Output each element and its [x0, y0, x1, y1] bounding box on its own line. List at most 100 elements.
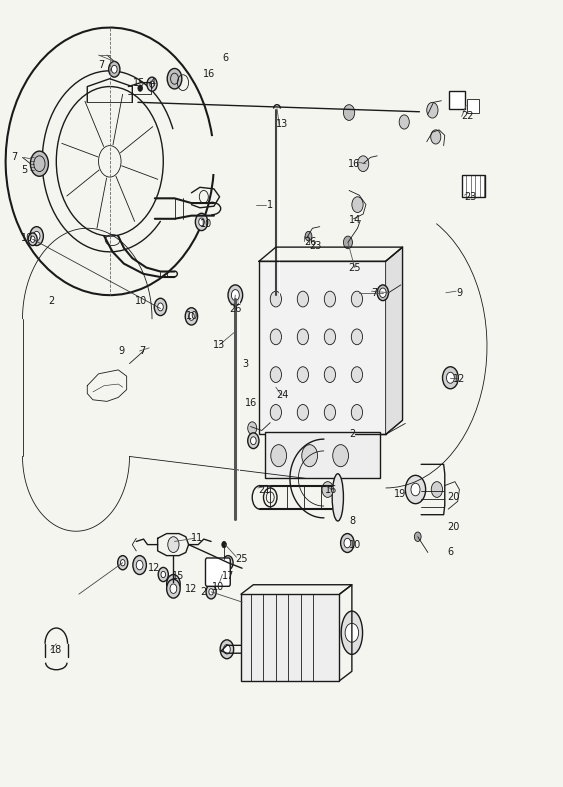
Text: 15: 15 [133, 79, 146, 88]
Text: 20: 20 [448, 493, 460, 502]
Circle shape [405, 475, 426, 504]
Text: 23: 23 [310, 241, 322, 250]
Text: 12: 12 [453, 375, 466, 384]
Circle shape [297, 405, 309, 420]
Text: 26: 26 [304, 238, 316, 247]
Circle shape [251, 437, 256, 445]
Circle shape [352, 197, 363, 212]
Circle shape [33, 231, 40, 241]
Circle shape [147, 77, 157, 91]
Circle shape [170, 579, 177, 589]
Circle shape [324, 329, 336, 345]
Text: 14: 14 [349, 216, 361, 225]
Text: 13: 13 [213, 340, 225, 349]
Bar [259, 261, 386, 434]
Text: 20: 20 [448, 523, 460, 532]
Circle shape [30, 227, 43, 246]
Circle shape [161, 571, 166, 578]
Circle shape [297, 367, 309, 382]
Circle shape [446, 372, 454, 383]
Circle shape [150, 81, 154, 87]
Circle shape [30, 236, 35, 242]
Circle shape [170, 584, 177, 593]
Text: 13: 13 [276, 120, 288, 129]
Circle shape [270, 291, 282, 307]
Circle shape [167, 579, 180, 598]
Circle shape [324, 367, 336, 382]
Circle shape [431, 482, 443, 497]
Text: 10: 10 [200, 220, 212, 229]
Circle shape [248, 422, 257, 434]
Circle shape [220, 640, 234, 659]
Circle shape [222, 541, 226, 548]
Text: 5: 5 [21, 165, 28, 175]
Circle shape [228, 285, 243, 305]
Circle shape [158, 303, 163, 311]
Bar [462, 175, 485, 197]
Circle shape [206, 585, 216, 599]
Bar [265, 432, 380, 478]
Text: 12: 12 [148, 563, 160, 573]
Ellipse shape [341, 611, 363, 655]
Circle shape [158, 567, 168, 582]
Text: 22: 22 [462, 112, 474, 121]
Circle shape [324, 291, 336, 307]
Circle shape [120, 560, 125, 566]
Circle shape [136, 560, 143, 570]
Circle shape [427, 102, 438, 118]
Text: 25: 25 [235, 554, 248, 563]
Text: 18: 18 [50, 645, 62, 655]
Text: 6: 6 [222, 54, 229, 63]
Circle shape [271, 445, 287, 467]
Circle shape [109, 61, 120, 77]
Text: 1: 1 [267, 200, 274, 209]
Text: 16: 16 [245, 398, 257, 408]
Circle shape [443, 367, 458, 389]
Text: 16: 16 [203, 69, 215, 79]
Bar [449, 91, 465, 109]
Text: 10: 10 [349, 540, 361, 549]
Circle shape [195, 213, 208, 231]
Circle shape [322, 482, 333, 497]
Circle shape [111, 65, 117, 73]
Text: 21: 21 [258, 485, 270, 494]
Text: 7: 7 [11, 153, 17, 162]
Text: 10: 10 [21, 233, 34, 242]
Text: 10: 10 [135, 296, 148, 305]
Circle shape [399, 115, 409, 129]
Circle shape [226, 560, 230, 566]
Text: 2: 2 [48, 296, 54, 305]
Circle shape [118, 556, 128, 570]
Circle shape [351, 405, 363, 420]
Text: 23: 23 [464, 192, 477, 201]
Text: 8: 8 [349, 516, 355, 526]
Text: 25: 25 [348, 263, 360, 272]
Circle shape [377, 285, 388, 301]
Circle shape [154, 298, 167, 316]
Circle shape [271, 287, 283, 305]
Circle shape [358, 156, 369, 172]
Circle shape [167, 68, 182, 89]
Circle shape [248, 433, 259, 449]
Circle shape [343, 105, 355, 120]
Text: 6: 6 [448, 548, 454, 557]
Text: 17: 17 [222, 571, 235, 581]
Text: 2: 2 [349, 430, 355, 439]
Circle shape [379, 288, 386, 297]
Circle shape [133, 556, 146, 575]
Text: 7: 7 [140, 346, 146, 356]
Circle shape [270, 367, 282, 382]
Circle shape [224, 645, 230, 654]
Circle shape [138, 85, 142, 91]
Circle shape [345, 623, 359, 642]
Text: 9: 9 [118, 346, 124, 356]
Text: 3: 3 [242, 359, 248, 368]
Circle shape [297, 329, 309, 345]
Circle shape [28, 233, 37, 246]
Circle shape [305, 231, 312, 241]
Circle shape [344, 538, 351, 548]
Circle shape [189, 312, 194, 320]
Circle shape [333, 445, 348, 467]
Circle shape [302, 445, 318, 467]
Circle shape [341, 534, 354, 552]
